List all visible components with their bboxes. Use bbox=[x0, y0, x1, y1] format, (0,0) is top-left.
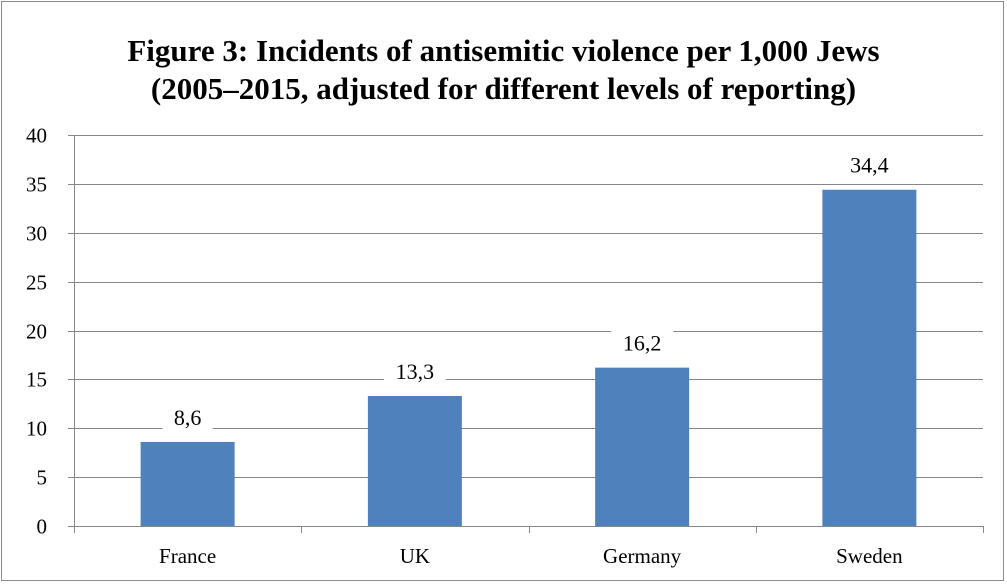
bar-uk bbox=[367, 395, 462, 526]
y-tick-label: 25 bbox=[26, 271, 47, 295]
y-tick-label: 5 bbox=[37, 466, 48, 490]
chart-title-line-2: (2005–2015, adjusted for different level… bbox=[150, 71, 857, 106]
bar-sweden bbox=[822, 189, 917, 527]
y-tick-label: 30 bbox=[26, 222, 47, 246]
chart-title: Figure 3: Incidents of antisemitic viole… bbox=[2, 32, 1005, 108]
y-tick-label: 20 bbox=[26, 320, 47, 344]
data-label-france: 8,6 bbox=[174, 405, 202, 430]
y-tick-label: 10 bbox=[26, 417, 47, 441]
data-label-germany: 16,2 bbox=[623, 331, 662, 356]
data-label-background bbox=[383, 355, 446, 384]
data-label-sweden: 34,4 bbox=[850, 153, 889, 178]
data-label-background bbox=[162, 401, 213, 430]
y-tick-label: 15 bbox=[26, 368, 47, 392]
bar-france bbox=[140, 441, 235, 526]
category-label-germany: Germany bbox=[603, 544, 682, 568]
data-label-background bbox=[838, 149, 901, 178]
y-tick-label: 35 bbox=[26, 173, 47, 197]
y-tick-label: 0 bbox=[37, 515, 48, 539]
bar-germany bbox=[595, 367, 690, 526]
category-label-france: France bbox=[159, 544, 216, 568]
data-label-background bbox=[611, 327, 674, 356]
data-label-uk: 13,3 bbox=[396, 359, 435, 384]
y-tick-label: 40 bbox=[26, 124, 47, 148]
category-label-sweden: Sweden bbox=[836, 544, 903, 568]
chart-title-line-1: Figure 3: Incidents of antisemitic viole… bbox=[127, 33, 880, 68]
category-label-uk: UK bbox=[400, 544, 430, 568]
